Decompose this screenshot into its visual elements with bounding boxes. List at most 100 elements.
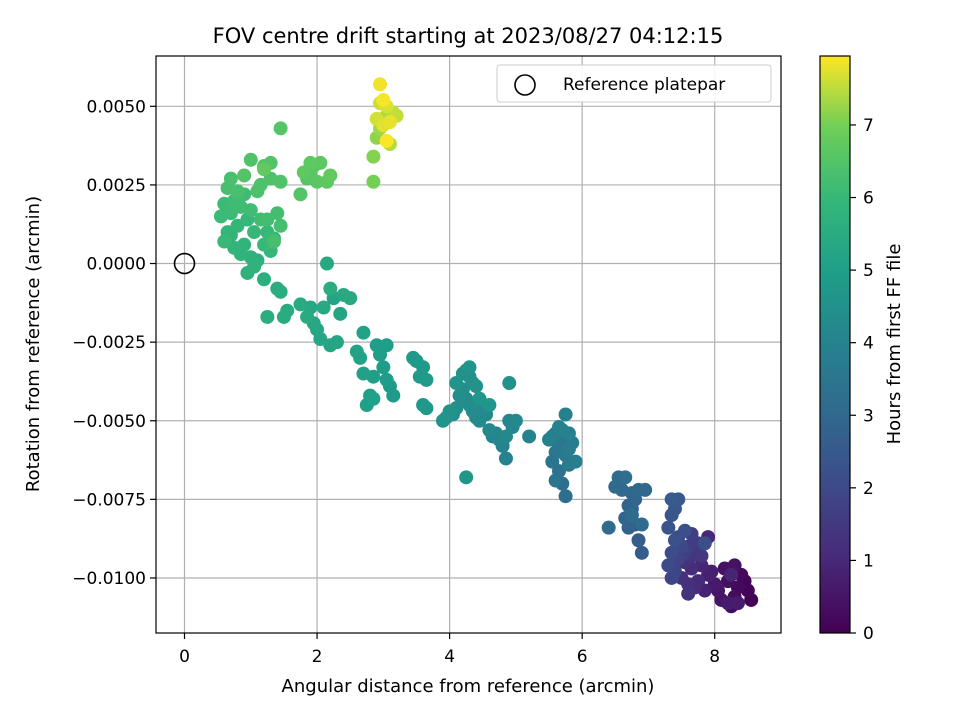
data-point	[459, 470, 474, 485]
data-point	[366, 391, 381, 406]
data-point	[319, 256, 334, 271]
data-point	[323, 168, 338, 183]
data-point	[376, 360, 391, 375]
data-point	[310, 174, 325, 189]
x-axis-label: Angular distance from reference (arcmin)	[282, 676, 655, 697]
data-point	[273, 121, 288, 136]
data-point	[343, 291, 358, 306]
data-point	[223, 171, 238, 186]
data-point	[260, 212, 275, 227]
data-point	[664, 545, 679, 560]
y-tick-label: −0.0050	[72, 412, 146, 432]
data-point	[608, 479, 623, 494]
y-tick-label: −0.0025	[72, 333, 146, 353]
data-point	[502, 376, 517, 391]
data-point	[260, 309, 275, 324]
data-point	[720, 596, 735, 611]
y-tick-label: 0.0000	[87, 255, 146, 275]
y-axis-ticks: −0.0100 −0.0075 −0.0050 −0.0025 0.0000 0.0025…	[72, 97, 156, 589]
data-point	[316, 300, 331, 315]
data-point	[558, 489, 573, 504]
data-point	[558, 407, 573, 422]
data-point	[273, 218, 288, 233]
legend-entry-label: Reference platepar	[563, 75, 725, 95]
legend-box	[496, 64, 772, 103]
colorbar-ticks: 0 1 2 3 4 5 6 7	[850, 116, 874, 644]
data-point	[568, 454, 583, 469]
data-point	[300, 309, 315, 324]
colorbar-tick-label: 7	[863, 116, 874, 136]
data-point	[217, 234, 232, 249]
data-point	[369, 338, 384, 353]
data-point	[386, 388, 401, 403]
data-point	[624, 508, 639, 523]
y-tick-label: 0.0050	[87, 97, 146, 117]
data-point	[677, 523, 692, 538]
data-point	[356, 366, 371, 381]
data-point	[293, 187, 308, 202]
x-tick-label: 2	[312, 647, 323, 667]
data-point	[273, 174, 288, 189]
y-tick-label: −0.0075	[72, 490, 146, 510]
data-point	[366, 149, 381, 164]
data-point	[542, 432, 557, 447]
data-point	[730, 596, 745, 611]
colorbar-tick-label: 4	[863, 334, 874, 354]
data-point	[366, 174, 381, 189]
data-point	[293, 297, 308, 312]
x-tick-label: 4	[444, 647, 455, 667]
colorbar-label: Hours from first FF file	[884, 244, 905, 445]
data-point	[253, 177, 268, 192]
data-point	[482, 398, 497, 413]
data-point	[634, 545, 649, 560]
data-point	[379, 338, 394, 353]
data-point	[276, 309, 291, 324]
data-point	[482, 423, 497, 438]
y-axis-label: Rotation from reference (arcmin)	[23, 196, 44, 492]
legend-marker-circle-icon	[514, 74, 536, 96]
data-point	[313, 155, 328, 170]
data-point	[223, 206, 238, 221]
data-point	[323, 281, 338, 296]
chart-title: FOV centre drift starting at 2023/08/27 …	[213, 24, 724, 48]
colorbar-tick-label: 0	[863, 624, 874, 644]
data-point	[618, 470, 633, 485]
data-point	[548, 473, 563, 488]
data-point	[472, 391, 487, 406]
data-point	[601, 520, 616, 535]
data-point	[697, 536, 712, 551]
data-point	[266, 234, 281, 249]
data-point	[270, 281, 285, 296]
data-point	[449, 376, 464, 391]
data-point	[243, 152, 258, 167]
data-point	[462, 360, 477, 375]
colorbar-tick-label: 1	[863, 551, 874, 571]
data-point	[638, 482, 653, 497]
data-point	[498, 429, 513, 444]
data-point	[296, 165, 311, 180]
data-point	[661, 520, 676, 535]
data-point	[270, 206, 285, 221]
x-tick-label: 0	[179, 647, 190, 667]
data-point	[664, 492, 679, 507]
data-point	[694, 548, 709, 563]
data-points	[173, 77, 759, 614]
x-tick-label: 8	[709, 647, 720, 667]
data-point	[237, 168, 252, 183]
y-tick-label: −0.0100	[72, 569, 146, 589]
data-point	[561, 426, 576, 441]
data-point	[435, 413, 450, 428]
colorbar-tick-label: 6	[863, 189, 874, 209]
data-point	[561, 442, 576, 457]
data-point	[681, 586, 696, 601]
data-point	[247, 259, 262, 274]
x-axis-ticks: 0 2 4 6 8	[179, 633, 720, 667]
data-point	[661, 558, 676, 573]
data-point	[243, 203, 258, 218]
colorbar-tick-label: 3	[863, 406, 874, 426]
data-point	[508, 413, 523, 428]
data-point	[379, 133, 394, 148]
x-tick-label: 6	[577, 647, 588, 667]
data-point	[257, 272, 272, 287]
